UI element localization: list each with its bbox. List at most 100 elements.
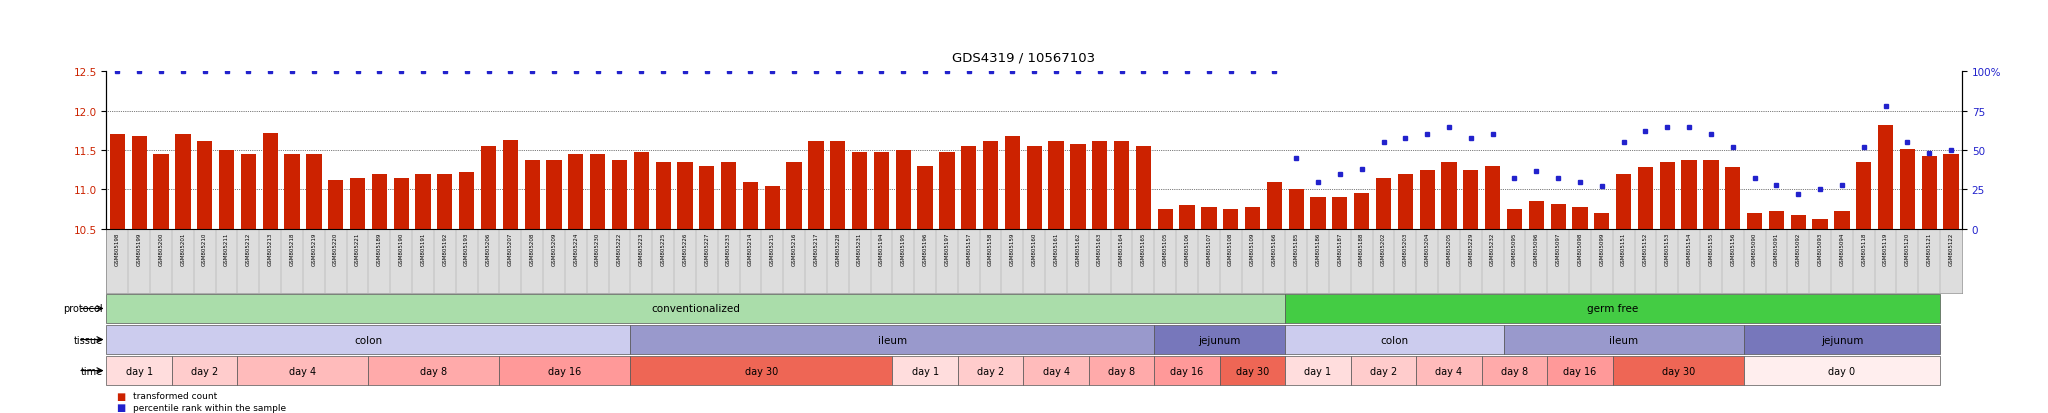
Bar bbox=[1026, 147, 1042, 229]
Bar bbox=[633, 152, 649, 229]
Text: day 4: day 4 bbox=[289, 366, 317, 376]
Bar bbox=[307, 155, 322, 229]
Text: GSM805161: GSM805161 bbox=[1053, 233, 1059, 266]
Bar bbox=[1397, 174, 1413, 229]
Bar bbox=[1855, 162, 1872, 229]
Bar bbox=[764, 186, 780, 229]
Text: GSM805155: GSM805155 bbox=[1708, 233, 1714, 266]
Text: GSM805206: GSM805206 bbox=[485, 233, 492, 266]
Text: GSM805160: GSM805160 bbox=[1032, 233, 1036, 266]
Bar bbox=[1071, 145, 1085, 229]
Bar bbox=[106, 294, 1286, 324]
Text: GSM805213: GSM805213 bbox=[268, 233, 272, 266]
Bar bbox=[1221, 356, 1286, 386]
Text: day 16: day 16 bbox=[1563, 366, 1597, 376]
Bar bbox=[1681, 160, 1696, 229]
Text: GSM805154: GSM805154 bbox=[1688, 233, 1692, 266]
Text: colon: colon bbox=[1380, 335, 1409, 345]
Text: GSM805099: GSM805099 bbox=[1599, 233, 1604, 266]
Bar bbox=[1245, 207, 1260, 229]
Bar bbox=[940, 152, 954, 229]
Text: GSM805098: GSM805098 bbox=[1577, 233, 1583, 266]
Bar bbox=[1286, 356, 1352, 386]
Text: GSM805165: GSM805165 bbox=[1141, 233, 1147, 266]
Text: GSM805122: GSM805122 bbox=[1948, 233, 1954, 266]
Text: percentile rank within the sample: percentile rank within the sample bbox=[133, 403, 287, 412]
Bar bbox=[176, 135, 190, 229]
Bar bbox=[893, 356, 958, 386]
Text: GSM805204: GSM805204 bbox=[1425, 233, 1430, 266]
Text: conventionalized: conventionalized bbox=[651, 304, 739, 314]
Text: GSM805190: GSM805190 bbox=[399, 233, 403, 266]
Bar bbox=[1180, 206, 1194, 229]
Bar bbox=[481, 147, 496, 229]
Text: day 4: day 4 bbox=[1042, 366, 1069, 376]
Bar bbox=[698, 166, 715, 229]
Text: day 2: day 2 bbox=[1370, 366, 1397, 376]
Bar bbox=[1573, 207, 1587, 229]
Bar bbox=[983, 141, 997, 229]
Text: GSM805152: GSM805152 bbox=[1642, 233, 1649, 266]
Text: GSM805227: GSM805227 bbox=[705, 233, 709, 266]
Text: GSM805094: GSM805094 bbox=[1839, 233, 1845, 266]
Text: GSM805222: GSM805222 bbox=[616, 233, 623, 266]
Text: GSM805200: GSM805200 bbox=[158, 233, 164, 266]
Text: ■: ■ bbox=[117, 391, 125, 401]
Text: GSM805188: GSM805188 bbox=[1360, 233, 1364, 266]
Bar bbox=[154, 155, 168, 229]
Text: GSM805097: GSM805097 bbox=[1556, 233, 1561, 266]
Bar bbox=[350, 178, 365, 229]
Text: day 30: day 30 bbox=[745, 366, 778, 376]
Text: GSM805233: GSM805233 bbox=[727, 233, 731, 266]
Bar bbox=[1155, 356, 1221, 386]
Bar bbox=[1354, 194, 1370, 229]
Bar bbox=[721, 162, 737, 229]
Bar bbox=[678, 162, 692, 229]
Bar bbox=[1006, 137, 1020, 229]
Bar bbox=[547, 160, 561, 229]
Bar bbox=[1546, 356, 1612, 386]
Text: GSM805201: GSM805201 bbox=[180, 233, 186, 266]
Text: protocol: protocol bbox=[63, 304, 102, 314]
Bar bbox=[1835, 212, 1849, 229]
Text: GSM805121: GSM805121 bbox=[1927, 233, 1931, 266]
Text: GSM805229: GSM805229 bbox=[1468, 233, 1473, 266]
Text: GSM805196: GSM805196 bbox=[922, 233, 928, 266]
Bar bbox=[1724, 168, 1741, 229]
Bar bbox=[1114, 141, 1128, 229]
Text: GSM805185: GSM805185 bbox=[1294, 233, 1298, 266]
Bar bbox=[612, 160, 627, 229]
Bar bbox=[895, 151, 911, 229]
Text: GSM805207: GSM805207 bbox=[508, 233, 512, 266]
Bar bbox=[1769, 212, 1784, 229]
Text: time: time bbox=[80, 366, 102, 376]
Text: GSM805219: GSM805219 bbox=[311, 233, 315, 266]
Text: GSM805107: GSM805107 bbox=[1206, 233, 1210, 266]
Text: GSM805118: GSM805118 bbox=[1862, 233, 1866, 266]
Text: GSM805203: GSM805203 bbox=[1403, 233, 1407, 266]
Bar bbox=[393, 178, 410, 229]
Bar bbox=[197, 141, 213, 229]
Text: GSM805191: GSM805191 bbox=[420, 233, 426, 266]
Bar bbox=[829, 141, 846, 229]
Text: GSM805208: GSM805208 bbox=[530, 233, 535, 266]
Text: day 30: day 30 bbox=[1661, 366, 1696, 376]
Text: tissue: tissue bbox=[74, 335, 102, 345]
Bar bbox=[1288, 190, 1305, 229]
Bar bbox=[1286, 294, 1939, 324]
Bar bbox=[1049, 141, 1063, 229]
Bar bbox=[1376, 178, 1391, 229]
Text: GSM805218: GSM805218 bbox=[289, 233, 295, 266]
Text: GSM805217: GSM805217 bbox=[813, 233, 819, 266]
Bar bbox=[1442, 162, 1456, 229]
Text: jejunum: jejunum bbox=[1821, 335, 1864, 345]
Text: GSM805195: GSM805195 bbox=[901, 233, 905, 266]
Text: germ free: germ free bbox=[1587, 304, 1638, 314]
Text: GSM805109: GSM805109 bbox=[1249, 233, 1255, 266]
Text: day 1: day 1 bbox=[125, 366, 154, 376]
Bar bbox=[459, 173, 475, 229]
Text: GDS4319 / 10567103: GDS4319 / 10567103 bbox=[952, 51, 1096, 64]
Bar bbox=[131, 137, 147, 229]
Bar bbox=[874, 152, 889, 229]
Bar bbox=[1616, 174, 1632, 229]
